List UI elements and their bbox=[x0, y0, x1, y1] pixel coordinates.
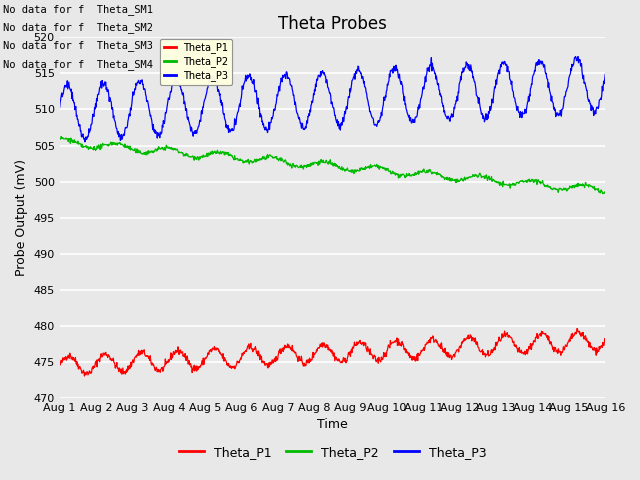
Theta_P2 bbox=[201, 154, 209, 160]
Text: No data for f  Theta_SM3: No data for f Theta_SM3 bbox=[3, 40, 153, 51]
Line: Theta_P1: Theta_P1 bbox=[60, 328, 605, 376]
Title: Theta Probes: Theta Probes bbox=[278, 15, 387, 33]
Theta_P3 bbox=[201, 96, 209, 102]
Theta_P3 bbox=[81, 139, 89, 144]
Theta_P1 bbox=[81, 373, 88, 379]
Theta_P2 bbox=[599, 191, 607, 197]
Theta_P1 bbox=[338, 358, 346, 364]
Theta_P1 bbox=[127, 364, 135, 370]
Theta_P3 bbox=[572, 54, 579, 60]
Text: No data for f  Theta_SM4: No data for f Theta_SM4 bbox=[3, 59, 153, 70]
Theta_P1 bbox=[573, 325, 581, 331]
Theta_P2 bbox=[338, 164, 346, 169]
Theta_P2 bbox=[566, 184, 574, 190]
Theta_P1 bbox=[566, 334, 574, 340]
X-axis label: Time: Time bbox=[317, 419, 348, 432]
Theta_P2 bbox=[259, 154, 267, 159]
Y-axis label: Probe Output (mV): Probe Output (mV) bbox=[15, 159, 28, 276]
Theta_P1 bbox=[451, 354, 458, 360]
Theta_P3 bbox=[566, 71, 574, 76]
Line: Theta_P3: Theta_P3 bbox=[60, 57, 605, 142]
Theta_P2 bbox=[56, 136, 63, 142]
Theta_P1 bbox=[259, 358, 267, 364]
Line: Theta_P2: Theta_P2 bbox=[60, 136, 605, 194]
Theta_P3 bbox=[259, 122, 267, 128]
Theta_P1 bbox=[56, 362, 63, 368]
Theta_P3 bbox=[338, 122, 346, 128]
Text: No data for f  Theta_SM1: No data for f Theta_SM1 bbox=[3, 4, 153, 15]
Theta_P3 bbox=[451, 106, 458, 111]
Theta_P2 bbox=[602, 190, 609, 195]
Theta_P3 bbox=[56, 105, 63, 110]
Theta_P3 bbox=[602, 71, 609, 77]
Theta_P2 bbox=[58, 133, 65, 139]
Theta_P2 bbox=[451, 177, 458, 182]
Theta_P1 bbox=[602, 336, 609, 342]
Text: No data for f  Theta_SM2: No data for f Theta_SM2 bbox=[3, 22, 153, 33]
Theta_P2 bbox=[127, 145, 135, 151]
Legend: Theta_P1, Theta_P2, Theta_P3: Theta_P1, Theta_P2, Theta_P3 bbox=[160, 38, 232, 85]
Theta_P1 bbox=[201, 356, 209, 361]
Theta_P3 bbox=[127, 104, 135, 109]
